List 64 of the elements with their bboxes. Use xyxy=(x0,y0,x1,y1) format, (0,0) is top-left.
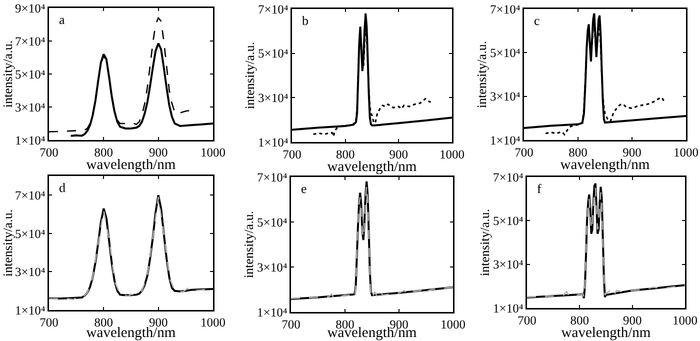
y-axis-title: intensity/a.u. xyxy=(242,42,257,110)
x-axis-title: wavelength/nm xyxy=(86,157,176,173)
annotation: e xyxy=(301,181,307,196)
y-axis-title: intensity/a.u. xyxy=(477,208,492,276)
x-tick-label: 900 xyxy=(148,315,168,330)
y-axis-title: intensity/a.u. xyxy=(0,40,15,108)
y-axis-title: intensity/a.u. xyxy=(241,210,256,278)
x-tick-label: 1000 xyxy=(200,145,226,160)
x-tick-label: 700 xyxy=(282,317,300,332)
x-tick-label: 900 xyxy=(622,313,642,328)
y-tick-label: 1×10⁴ xyxy=(15,133,46,148)
y-tick-label: 9×10⁴ xyxy=(15,1,46,16)
y-tick-label: 7×10⁴ xyxy=(258,2,288,16)
annotation: b xyxy=(302,13,308,28)
y-tick-label: 3×10⁴ xyxy=(490,90,520,104)
y-tick-label: 1×10⁴ xyxy=(257,305,288,320)
y-tick-label: 7×10⁴ xyxy=(257,170,288,184)
y-tick-label: 7×10⁴ xyxy=(493,170,524,184)
x-tick-label: 1000 xyxy=(440,147,464,162)
x-tick-label: 1000 xyxy=(674,145,698,160)
x-tick-label: 1000 xyxy=(440,317,466,332)
x-tick-label: 1000 xyxy=(672,313,698,328)
annotation: d xyxy=(59,180,66,195)
y-tick-label: 7×10⁴ xyxy=(15,34,46,48)
y-tick-label: 3×10⁴ xyxy=(258,91,288,106)
y-axis-title: intensity/a.u. xyxy=(474,40,489,108)
x-tick-label: 800 xyxy=(94,145,114,160)
y-tick-label: 1×10⁴ xyxy=(15,303,46,318)
y-tick-label: 3×10⁴ xyxy=(493,258,524,272)
y-tick-label: 5×10⁴ xyxy=(15,67,46,82)
y-tick-label: 5×10⁴ xyxy=(490,46,520,60)
x-tick-label: 900 xyxy=(622,145,642,160)
x-tick-label: 800 xyxy=(568,145,588,160)
x-tick-label: 800 xyxy=(94,315,114,330)
x-tick-label: 700 xyxy=(40,145,58,160)
x-tick-label: 700 xyxy=(282,147,302,162)
annotation: f xyxy=(537,181,542,196)
y-tick-label: 7×10⁴ xyxy=(15,188,46,203)
x-tick-label: 1000 xyxy=(200,315,226,330)
x-tick-label: 700 xyxy=(518,313,536,328)
x-tick-label: 900 xyxy=(148,145,168,160)
annotation: a xyxy=(59,12,65,27)
x-tick-label: 700 xyxy=(514,145,534,160)
y-tick-label: 1×10⁴ xyxy=(493,301,524,316)
y-tick-label: 1×10⁴ xyxy=(490,133,520,148)
x-axis-title: wavelength/nm xyxy=(560,157,650,173)
x-tick-label: 800 xyxy=(336,147,355,162)
y-tick-label: 1×10⁴ xyxy=(258,135,288,150)
annotation: c xyxy=(534,13,540,28)
x-tick-label: 700 xyxy=(40,315,58,330)
x-axis-title: wavelength/nm xyxy=(327,159,418,175)
y-tick-label: 3×10⁴ xyxy=(257,260,288,274)
y-axis-title: intensity/a.u. xyxy=(0,209,15,277)
x-tick-label: 800 xyxy=(570,313,590,328)
y-tick-label: 3×10⁴ xyxy=(15,100,46,114)
y-tick-label: 5×10⁴ xyxy=(257,215,288,230)
x-tick-label: 800 xyxy=(336,317,354,332)
y-tick-label: 7×10⁴ xyxy=(490,2,520,16)
x-axis-title: wavelength/nm xyxy=(561,325,652,341)
x-tick-label: 900 xyxy=(389,147,408,162)
y-tick-label: 3×10⁴ xyxy=(15,265,46,280)
y-tick-label: 5×10⁴ xyxy=(258,46,288,61)
y-tick-label: 5×10⁴ xyxy=(15,226,46,241)
y-tick-label: 5×10⁴ xyxy=(493,214,524,228)
